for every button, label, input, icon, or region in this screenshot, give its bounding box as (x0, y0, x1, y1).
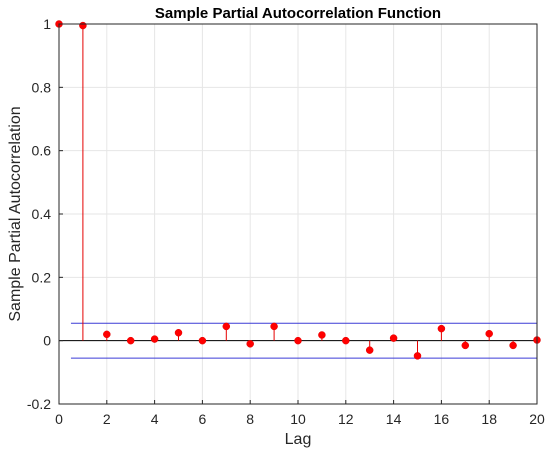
stem-marker (413, 352, 422, 360)
x-tick-label: 0 (55, 411, 63, 427)
x-tick-label: 12 (338, 411, 354, 427)
stem-marker (342, 336, 350, 345)
y-tick-label: 0.8 (32, 79, 52, 95)
y-tick-label: -0.2 (27, 396, 51, 412)
y-axis-label: Sample Partial Autocorrelation (7, 106, 24, 321)
chart-title: Sample Partial Autocorrelation Function (155, 5, 441, 22)
stem-marker (509, 341, 517, 350)
x-tick-label: 16 (434, 411, 450, 427)
y-tick-label: 0.2 (32, 269, 52, 285)
stem-marker (461, 341, 470, 350)
stem-marker (294, 336, 302, 345)
confidence-bounds (70, 322, 537, 359)
stem-marker (437, 324, 446, 333)
x-axis-label: Lag (285, 431, 312, 448)
x-tick-label: 2 (103, 411, 111, 427)
tick-labels: 0 2 4 6 8 10 12 14 16 18 20-0.200.20.40.60.81 (27, 16, 545, 427)
x-tick-label: 4 (151, 411, 159, 427)
stem-marker (174, 329, 183, 337)
stem-marker (222, 322, 231, 331)
stem-marker (389, 334, 398, 342)
y-tick-label: 1 (43, 16, 51, 32)
x-tick-label: 14 (386, 411, 402, 427)
stem-marker (365, 346, 374, 354)
stem-marker (79, 21, 87, 30)
x-tick-label: 20 (529, 411, 545, 427)
x-tick-label: 18 (481, 411, 497, 427)
x-tick-label: 8 (246, 411, 254, 427)
x-tick-label: 6 (199, 411, 207, 427)
stem-marker (485, 329, 493, 338)
stem-marker (103, 330, 111, 339)
stem-marker (246, 340, 254, 348)
y-tick-label: 0 (43, 333, 51, 349)
stem-marker (270, 322, 278, 331)
y-tick-label: 0.4 (32, 206, 52, 222)
stem-marker (126, 336, 135, 345)
stem-marker (150, 335, 159, 343)
stem-marker (198, 336, 207, 345)
x-tick-label: 10 (290, 411, 306, 427)
stem-marker (318, 331, 326, 339)
y-tick-label: 0.6 (32, 143, 52, 159)
